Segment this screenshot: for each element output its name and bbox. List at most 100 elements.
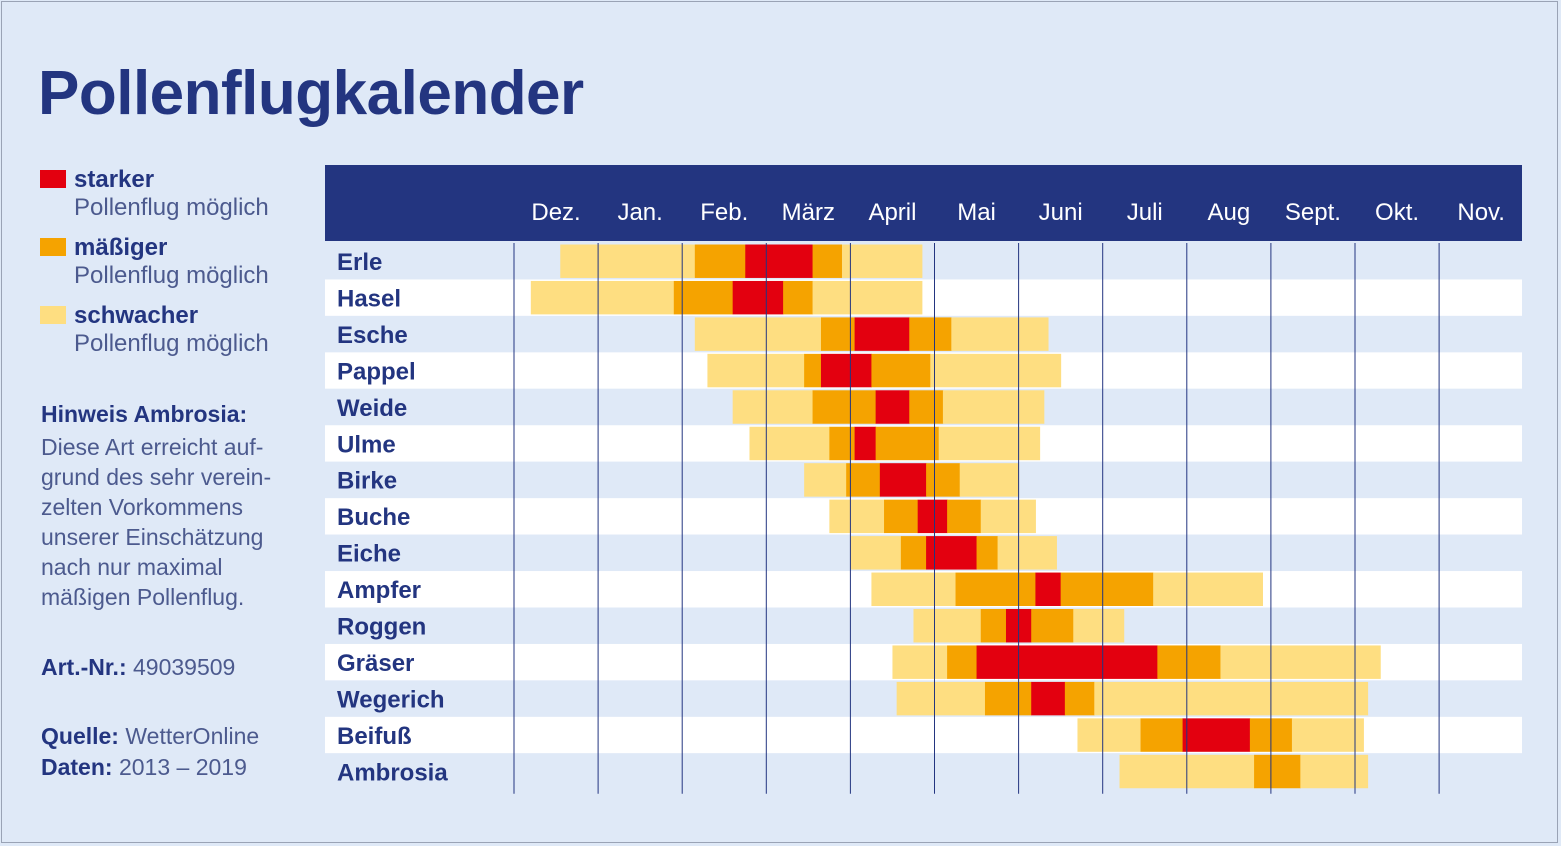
bar-segment-weak: [530, 280, 599, 315]
species-label: Buche: [337, 504, 410, 531]
source-value: WetterOnline: [125, 723, 260, 749]
species-label: Esche: [337, 322, 408, 349]
bar-segment-weak: [951, 317, 1049, 351]
bar-segment-strong: [1031, 681, 1066, 716]
bar-segment-weak: [1153, 572, 1263, 606]
bar-segment-weak: [707, 353, 805, 388]
bar-segment-weak: [896, 681, 986, 716]
bar-segment-weak: [694, 317, 822, 351]
bar-segment-moderate: [812, 244, 843, 278]
note-title: Hinweis Ambrosia:: [41, 401, 248, 427]
bar-segment-weak: [1220, 645, 1381, 679]
species-label: Eiche: [337, 541, 401, 568]
bar-segment-strong: [926, 536, 978, 570]
source-line: Quelle: WetterOnline: [41, 723, 259, 750]
bar-segment-weak: [560, 244, 599, 278]
article-number-value: 49039509: [133, 654, 236, 680]
month-label: März: [782, 199, 835, 226]
legend-label-strong: starker: [74, 166, 155, 193]
species-label: Beifuß: [337, 723, 412, 750]
bar-segment-moderate: [1157, 645, 1221, 679]
bar-segment-moderate: [947, 645, 978, 679]
source-label: Quelle:: [41, 723, 119, 749]
species-label: Birke: [337, 468, 397, 495]
bar-segment-moderate: [846, 463, 881, 497]
bar-segment-moderate: [909, 390, 944, 424]
species-label: Pappel: [337, 358, 416, 385]
bar-segment-strong: [732, 280, 784, 315]
species-label: Gräser: [337, 650, 414, 677]
bar-segment-strong: [1182, 718, 1251, 752]
bar-segment-weak: [841, 244, 923, 278]
article-number: Art.-Nr.: 49039509: [41, 654, 235, 681]
bar-segment-moderate: [947, 499, 982, 534]
bar-segment-moderate: [1064, 681, 1095, 716]
month-label: Dez.: [531, 199, 580, 226]
legend-swatch-weak: [40, 306, 66, 324]
bar-segment-weak: [732, 390, 814, 424]
species-label: Weide: [337, 395, 407, 422]
month-label: Juni: [1039, 199, 1083, 226]
data-period-label: Daten:: [41, 754, 113, 780]
bar-segment-strong: [917, 499, 948, 534]
page-title: Pollenflugkalender: [38, 59, 584, 128]
legend-swatch-strong: [40, 170, 66, 188]
bar-segment-moderate: [673, 280, 734, 315]
species-label: Ulme: [337, 431, 396, 458]
month-label: Jan.: [617, 199, 662, 226]
bar-segment-moderate: [804, 353, 822, 388]
bar-segment-moderate: [694, 244, 746, 278]
bar-segment-moderate: [820, 317, 856, 351]
bar-segment-moderate: [812, 390, 877, 424]
bar-segment-moderate: [984, 681, 1032, 716]
month-label: Aug: [1207, 199, 1250, 226]
bar-segment-weak: [1291, 718, 1364, 752]
bar-segment-strong: [879, 463, 927, 497]
bar-segment-strong: [854, 426, 877, 461]
bar-segment-moderate: [1060, 572, 1154, 606]
bar-segment-weak: [1094, 681, 1369, 716]
bar-segment-moderate: [976, 536, 999, 570]
row-background: [325, 243, 1522, 280]
bar-segment-weak: [1077, 718, 1142, 752]
bar-segment-strong: [745, 244, 814, 278]
bar-segment-moderate: [900, 536, 927, 570]
bar-segment-strong: [854, 317, 910, 351]
month-label: Mai: [957, 199, 996, 226]
note-line: unserer Einschätzung: [41, 524, 264, 550]
data-period-value: 2013 – 2019: [118, 754, 247, 780]
bar-segment-moderate: [1140, 718, 1184, 752]
month-label: Nov.: [1457, 199, 1505, 226]
month-label: Okt.: [1375, 199, 1419, 226]
legend-sub-strong: Pollenflug möglich: [74, 194, 269, 221]
bar-segment-strong: [976, 645, 1158, 679]
bar-segment-moderate: [955, 572, 1036, 606]
bar-segment-strong: [1035, 572, 1062, 606]
bar-segment-moderate: [1254, 754, 1301, 789]
bar-segment-weak: [930, 353, 1062, 388]
bar-segment-weak: [598, 280, 675, 315]
bar-segment-weak: [812, 280, 923, 315]
bar-segment-weak: [892, 645, 948, 679]
species-label: Roggen: [337, 614, 426, 641]
species-label: Ambrosia: [337, 759, 448, 786]
bar-segment-weak: [980, 499, 1036, 534]
note-line: nach nur maximal: [41, 554, 223, 580]
note-line: zelten Vorkommens: [41, 494, 243, 520]
bar-segment-weak: [1073, 609, 1125, 643]
species-label: Ampfer: [337, 577, 421, 604]
bar-segment-moderate: [1031, 609, 1074, 643]
bar-segment-moderate: [980, 609, 1007, 643]
bar-segment-moderate: [926, 463, 961, 497]
bar-segment-weak: [850, 536, 902, 570]
ambrosia-note: Hinweis Ambrosia: Diese Art erreicht auf…: [41, 401, 301, 612]
bar-segment-weak: [829, 499, 885, 534]
legend-label-moderate: mäßiger: [74, 234, 168, 261]
data-period-line: Daten: 2013 – 2019: [41, 754, 247, 781]
month-label: Feb.: [700, 199, 748, 226]
bar-segment-moderate: [829, 426, 856, 461]
bar-segment-strong: [820, 353, 872, 388]
bar-segment-weak: [938, 426, 1041, 461]
